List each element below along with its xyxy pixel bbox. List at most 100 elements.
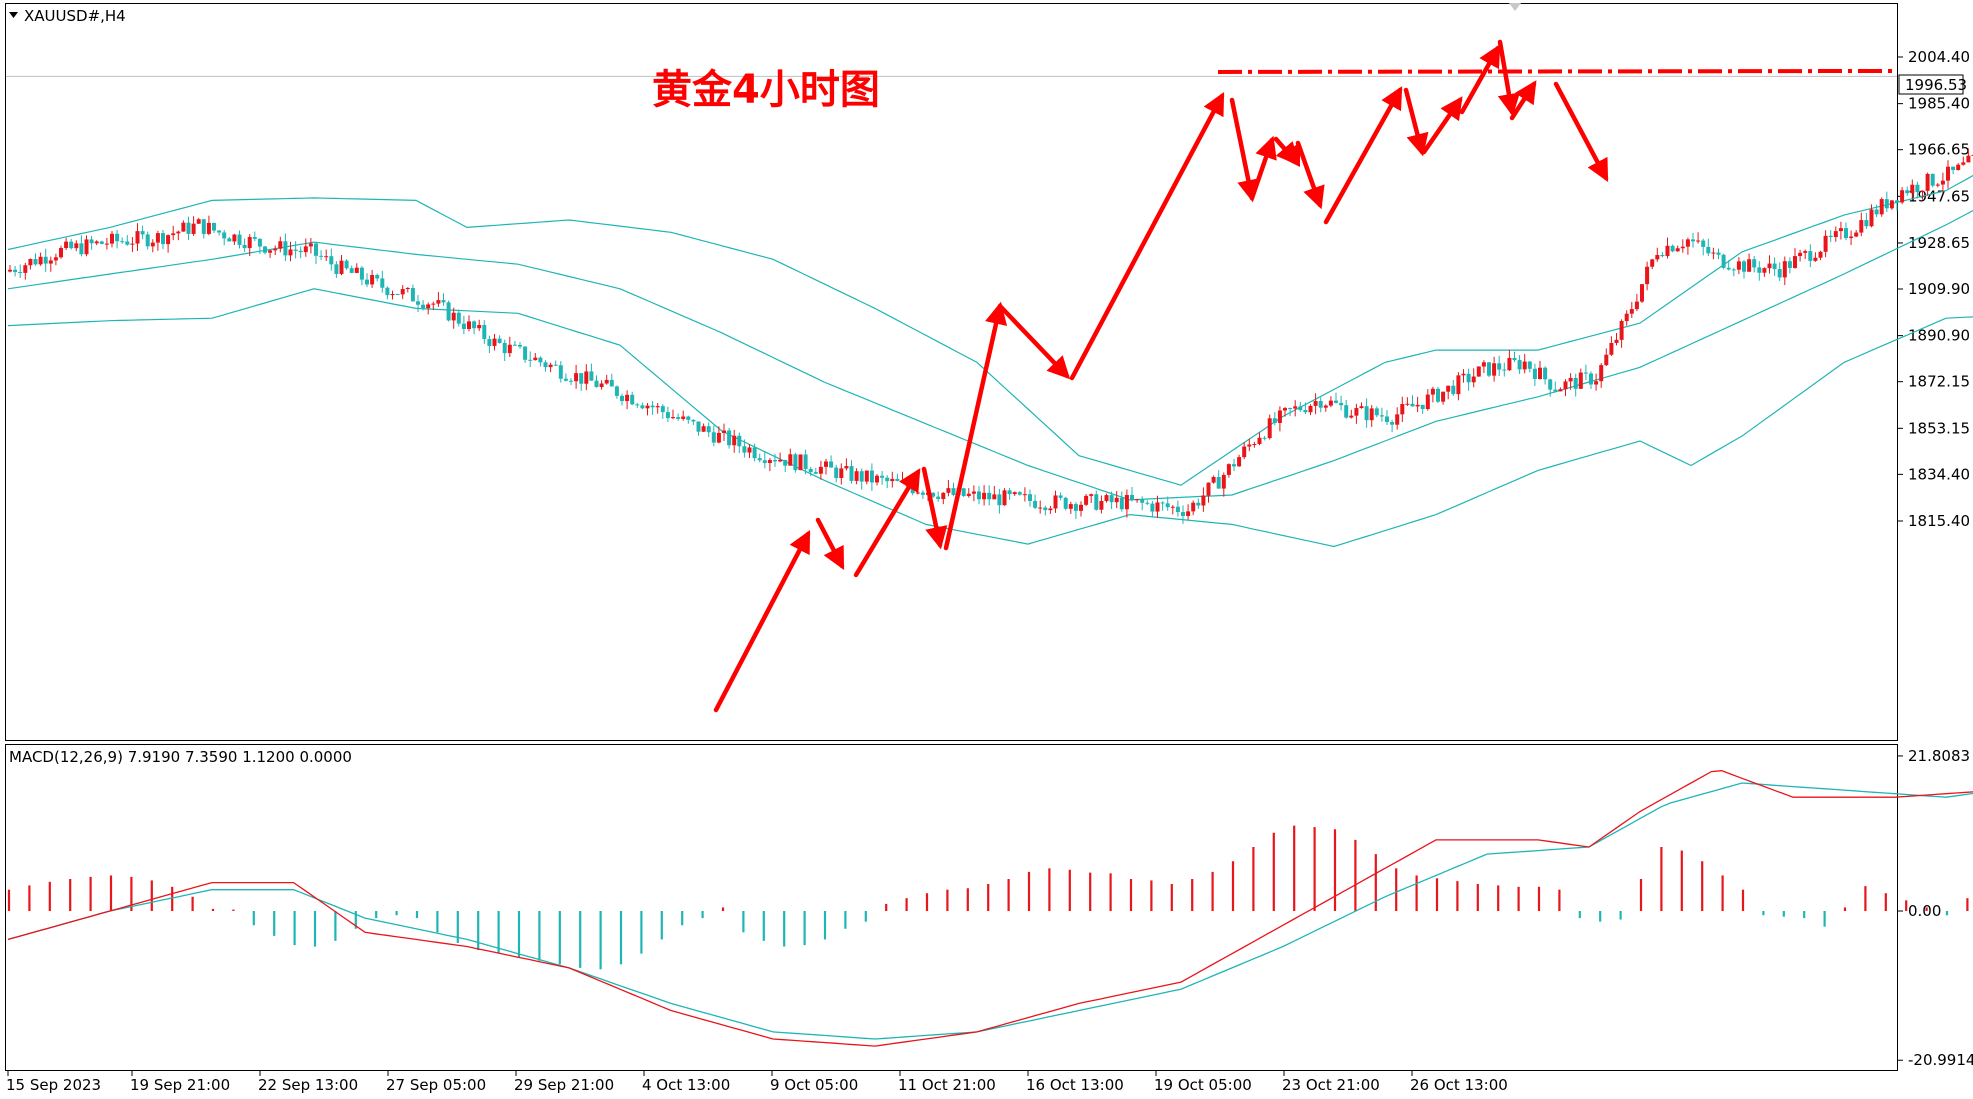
candle [1160, 501, 1165, 511]
candle [512, 340, 517, 346]
candle [257, 238, 262, 255]
candle [370, 269, 375, 288]
candle [579, 373, 584, 391]
trend-arrow [713, 530, 811, 713]
candle [456, 309, 461, 327]
trend-arrow [1279, 141, 1301, 168]
candle [1130, 486, 1134, 502]
candle [1053, 490, 1058, 513]
candle [660, 403, 665, 419]
candle [1604, 348, 1609, 367]
candle [436, 291, 441, 307]
candle [563, 373, 568, 382]
candle [1864, 212, 1869, 229]
candle [145, 231, 150, 250]
chart-shift-marker-icon[interactable] [1509, 3, 1521, 11]
candle [1196, 498, 1201, 510]
trend-arrow [1229, 97, 1260, 203]
candle [237, 230, 242, 249]
candle [1374, 406, 1379, 418]
candle [1680, 239, 1685, 253]
candle [1696, 232, 1701, 244]
candle [1038, 500, 1043, 514]
candle [742, 439, 747, 458]
candle [1971, 154, 1973, 156]
candle [1420, 404, 1425, 414]
candle [303, 238, 308, 257]
y-tick-label: 1890.90 [1908, 327, 1970, 345]
candle [1884, 191, 1889, 213]
candle [630, 391, 635, 406]
candle [1553, 381, 1558, 393]
candle [1017, 491, 1022, 496]
candle [1497, 355, 1502, 376]
candle [767, 457, 772, 472]
candle [864, 470, 869, 485]
candle [1155, 495, 1160, 518]
x-tick-label: 16 Oct 13:00 [1026, 1076, 1124, 1094]
candle [1277, 406, 1282, 432]
candle [1589, 371, 1593, 389]
candle [1833, 226, 1838, 242]
candle [1573, 373, 1578, 397]
candle [599, 380, 604, 390]
candle [1512, 351, 1517, 362]
symbol-dropdown-icon[interactable] [9, 12, 18, 18]
candle [380, 270, 385, 293]
candle [395, 293, 400, 296]
candle [706, 422, 711, 437]
candle [150, 239, 155, 253]
candle [1956, 163, 1961, 171]
symbol-timeframe-label[interactable]: XAUUSD#,H4 [24, 7, 126, 25]
candle [829, 455, 834, 468]
y-tick-label: 1815.40 [1908, 512, 1970, 530]
candle [431, 301, 436, 310]
candle [824, 458, 828, 475]
candle [1124, 489, 1129, 518]
candle [1288, 407, 1293, 417]
candle [1823, 230, 1828, 258]
current-price-value: 1996.53 [1905, 76, 1967, 94]
candle [492, 334, 497, 351]
candle [232, 233, 237, 245]
trend-arrow [1249, 135, 1277, 201]
trend-arrow [943, 301, 1008, 551]
candle [1721, 253, 1726, 270]
candle [645, 402, 650, 416]
candle [1828, 230, 1833, 242]
candle [1889, 200, 1894, 210]
candle [1058, 492, 1063, 501]
candle [676, 413, 681, 421]
candle [1925, 172, 1930, 196]
candle [1048, 505, 1053, 514]
candle [1165, 496, 1170, 511]
candle [324, 249, 329, 262]
candle [74, 240, 79, 252]
candle [640, 402, 645, 410]
trend-arrow [1295, 140, 1325, 210]
candle [1344, 399, 1349, 419]
candle [461, 315, 466, 335]
candle [28, 258, 33, 270]
candle [1905, 186, 1910, 196]
candle [1772, 257, 1777, 276]
candle [1645, 261, 1650, 291]
candle [1334, 392, 1338, 404]
macd-pane-frame [5, 744, 1898, 1071]
candle [803, 449, 808, 475]
candle [487, 335, 492, 354]
x-tick-label: 11 Oct 21:00 [898, 1076, 996, 1094]
candle [1135, 498, 1140, 503]
candle [69, 238, 74, 250]
candle [375, 273, 380, 282]
candle [584, 364, 589, 391]
candle [1629, 301, 1634, 318]
candle [1150, 501, 1155, 518]
candle [212, 222, 216, 233]
candle [53, 253, 58, 266]
candle [477, 319, 482, 332]
y-tick-label: 1853.15 [1908, 419, 1970, 437]
candle [1359, 402, 1364, 409]
candle [1691, 232, 1695, 248]
